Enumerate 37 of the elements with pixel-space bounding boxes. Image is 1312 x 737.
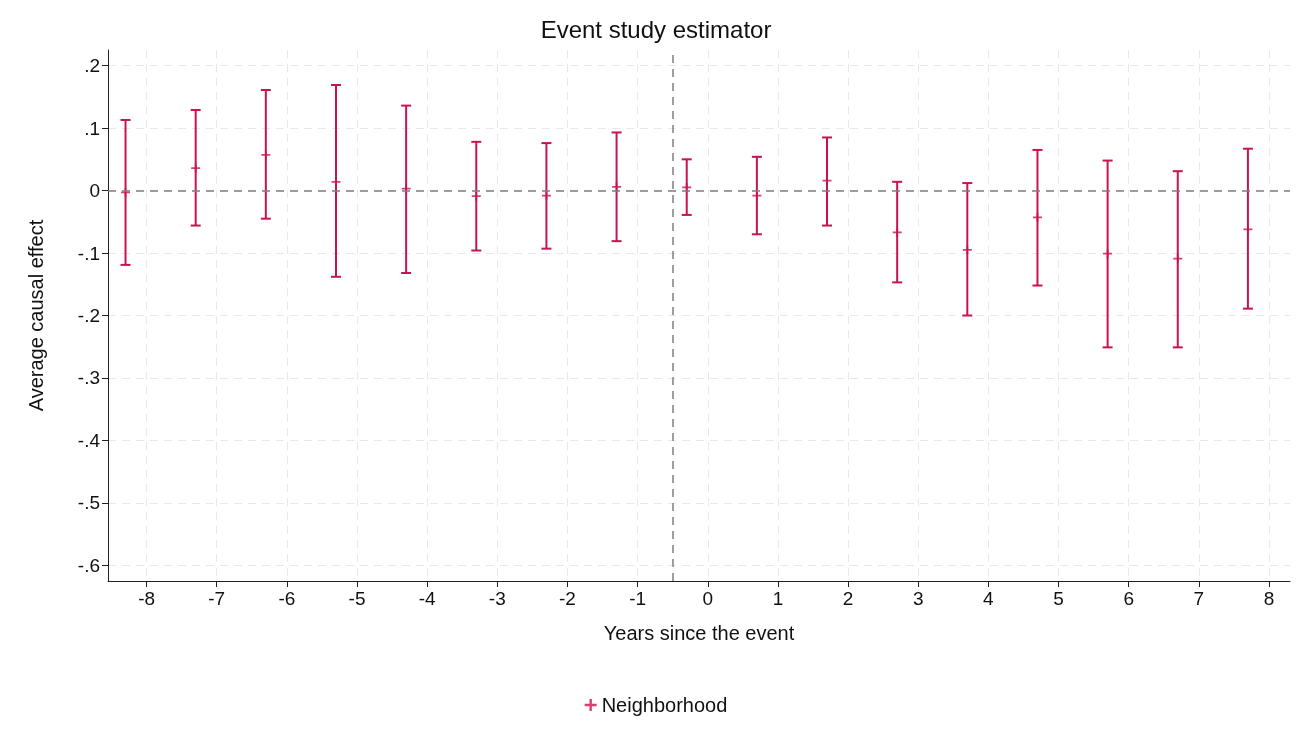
x-tick-label: 3	[912, 588, 924, 609]
x-tick-label: 2	[842, 588, 854, 609]
x-tick-label: -4	[418, 588, 437, 609]
x-axis-title: Years since the event	[603, 622, 795, 644]
y-axis-title: Average causal effect	[25, 219, 47, 412]
x-tick-label: 8	[1263, 588, 1275, 609]
point	[471, 191, 481, 201]
chart-title: Event study estimator	[540, 15, 772, 43]
x-tick-label: -1	[629, 588, 647, 609]
y-tick-label: .1	[84, 117, 100, 139]
x-tick-label: -8	[138, 588, 156, 609]
x-tick-label: -3	[488, 588, 506, 609]
x-tick-label: 4	[983, 588, 995, 609]
point	[191, 163, 201, 173]
y-tick-label: -.2	[77, 305, 100, 326]
point	[261, 150, 271, 160]
x-tick-label: 7	[1193, 588, 1205, 609]
point	[1243, 224, 1253, 234]
x-tick-label: -7	[208, 588, 226, 609]
y-tick-label: -.1	[77, 242, 100, 264]
x-tick-label: 1	[772, 588, 784, 609]
x-tick-label: 5	[1053, 588, 1064, 609]
point	[1173, 254, 1183, 264]
x-tick-label: 6	[1123, 588, 1134, 609]
x-tick-label: -6	[278, 588, 296, 609]
y-tick-label: .2	[84, 55, 100, 77]
x-tick-label: -5	[348, 588, 366, 609]
point	[1103, 249, 1113, 259]
x-tick-label: 0	[702, 588, 714, 609]
y-tick-label: -.6	[77, 554, 100, 576]
y-tick-label: -.4	[77, 429, 101, 451]
y-tick-label: 0	[89, 180, 100, 202]
y-tick-label: -.5	[77, 492, 100, 514]
legend-label: Neighborhood	[601, 694, 728, 716]
x-tick-label: -2	[559, 588, 576, 609]
y-tick-label: -.3	[77, 367, 100, 389]
point	[962, 245, 972, 255]
